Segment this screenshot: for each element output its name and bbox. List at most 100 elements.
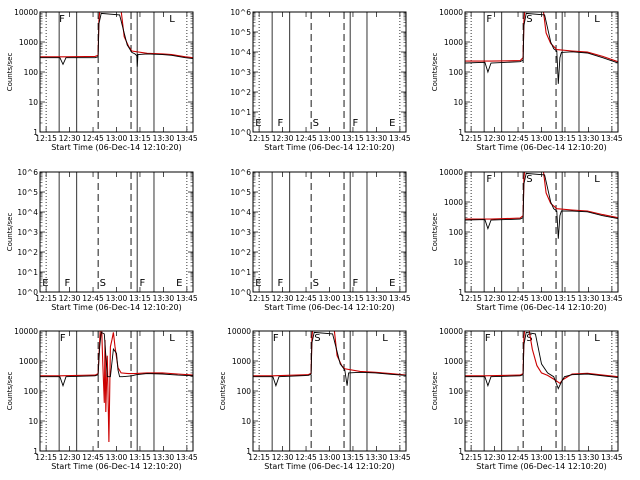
x-tick-label: 13:45 — [176, 134, 198, 143]
flag-label: L — [594, 174, 600, 185]
x-tick-label: 12:15 — [35, 294, 57, 303]
x-tick-label: 13:45 — [389, 453, 411, 462]
flag-label: L — [594, 333, 600, 344]
series-group — [465, 172, 618, 239]
x-tick-label: 13:30 — [153, 294, 175, 303]
flag-label: F — [277, 118, 283, 129]
y-tick-label: 10 — [453, 417, 463, 426]
x-tick-label: 13:45 — [176, 294, 198, 303]
x-tick-label: 13:45 — [601, 453, 623, 462]
events-series-line — [465, 331, 618, 390]
y-tick-label: 1 — [33, 128, 38, 137]
x-tick-label: 12:45 — [82, 294, 104, 303]
flag-label: F — [352, 118, 358, 129]
y-tick-label: 10^3 — [230, 68, 251, 77]
x-axis-label: Start Time (06-Dec-14 12:10:20) — [51, 462, 182, 471]
panel-det-8: 1 10 100 1000 10000 12:15 12:30 12:45 13:00 13:15… — [219, 327, 411, 471]
y-tick-label: 100 — [237, 387, 252, 396]
x-tick-label: 13:45 — [601, 294, 623, 303]
panel-det-5: 10^0 10^1 10^2 10^3 10^4 10^5 10^6 12:15 12:30 12… — [230, 168, 411, 312]
x-tick-label: 13:15 — [129, 134, 151, 143]
x-tick-label: 13:30 — [366, 453, 388, 462]
panel-det-4: 10^0 10^1 10^2 10^3 10^4 10^5 10^6 12:15 12:30 12… — [6, 168, 198, 312]
y-tick-label: 10^6 — [230, 8, 251, 17]
x-tick-label: 12:30 — [272, 134, 294, 143]
flag-label: S — [314, 333, 320, 344]
y-tick-label: 10000 — [439, 8, 463, 17]
plot-frame — [252, 11, 407, 133]
x-tick-label: 12:15 — [248, 134, 270, 143]
x-tick-label: 12:30 — [484, 134, 506, 143]
x-tick-label: 12:15 — [248, 453, 270, 462]
x-tick-label: 13:00 — [531, 294, 553, 303]
plot-frame — [252, 330, 407, 452]
flag-label: E — [42, 278, 48, 289]
series-group — [465, 331, 618, 390]
y-tick-label: 10 — [453, 98, 463, 107]
plot-area — [465, 331, 618, 451]
y-tick-label: 10^1 — [230, 268, 251, 277]
y-axis-label: Counts/sec — [6, 53, 14, 92]
x-tick-label: 12:15 — [35, 134, 57, 143]
plot-frame — [39, 11, 194, 133]
x-tick-label: 12:45 — [507, 294, 529, 303]
lld-series-line — [253, 331, 406, 377]
x-tick-label: 12:45 — [82, 453, 104, 462]
x-tick-label: 13:00 — [106, 453, 128, 462]
plot-frame — [464, 330, 619, 452]
x-axis-label: Start Time (06-Dec-14 12:10:20) — [264, 143, 395, 152]
flag-label: F — [64, 278, 70, 289]
plot-frame — [252, 171, 407, 293]
y-tick-label: 10^5 — [230, 28, 251, 37]
y-tick-label: 10 — [241, 417, 251, 426]
x-axis-label: Start Time (06-Dec-14 12:10:20) — [476, 303, 607, 312]
flag-label: L — [169, 14, 175, 25]
y-axis-label: Counts/sec — [219, 372, 227, 411]
y-tick-label: 1000 — [444, 38, 463, 47]
y-axis-label: Counts/sec — [6, 213, 14, 252]
plot-area — [253, 172, 406, 292]
plot-frame — [464, 11, 619, 133]
flag-label: E — [255, 118, 261, 129]
x-tick-label: 13:15 — [342, 294, 364, 303]
y-tick-label: 1 — [458, 447, 463, 456]
x-tick-label: 12:15 — [35, 453, 57, 462]
y-tick-label: 10000 — [14, 327, 38, 336]
events-series-line — [40, 12, 193, 67]
flag-label: F — [60, 333, 66, 344]
y-tick-label: 100 — [24, 68, 39, 77]
x-tick-label: 13:15 — [342, 453, 364, 462]
plot-area — [253, 331, 406, 451]
y-tick-label: 10 — [28, 417, 38, 426]
plot-area — [465, 12, 618, 132]
y-tick-label: 10000 — [439, 327, 463, 336]
x-tick-label: 13:45 — [176, 453, 198, 462]
series-group — [253, 331, 406, 388]
y-tick-label: 10^3 — [230, 228, 251, 237]
x-tick-label: 12:15 — [248, 294, 270, 303]
plot-frame — [39, 330, 194, 452]
plot-area — [40, 172, 193, 292]
plot-frame — [39, 171, 194, 293]
x-tick-label: 12:45 — [295, 134, 317, 143]
x-axis-label: Start Time (06-Dec-14 12:10:20) — [264, 303, 395, 312]
x-tick-label: 13:45 — [389, 294, 411, 303]
events-series-line — [253, 331, 406, 388]
y-tick-label: 10^5 — [230, 188, 251, 197]
plot-area — [465, 172, 618, 292]
y-tick-label: 10 — [28, 98, 38, 107]
x-tick-label: 13:30 — [578, 294, 600, 303]
x-axis-label: Start Time (06-Dec-14 12:10:20) — [51, 143, 182, 152]
y-axis-label: Counts/sec — [431, 53, 439, 92]
y-tick-label: 10^4 — [230, 48, 251, 57]
x-tick-label: 13:00 — [319, 294, 341, 303]
flag-label: F — [486, 174, 492, 185]
plot-area — [40, 331, 193, 451]
flag-label: S — [526, 14, 532, 25]
y-tick-label: 10^4 — [230, 208, 251, 217]
x-axis-label: Start Time (06-Dec-14 12:10:20) — [476, 143, 607, 152]
y-tick-label: 10000 — [14, 8, 38, 17]
x-tick-label: 13:30 — [366, 294, 388, 303]
flag-label: F — [485, 333, 491, 344]
y-tick-label: 10000 — [227, 327, 251, 336]
